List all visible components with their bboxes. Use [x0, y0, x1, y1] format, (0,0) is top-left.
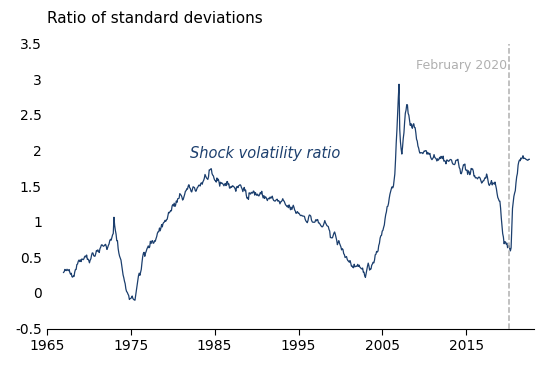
- Text: Shock volatility ratio: Shock volatility ratio: [190, 146, 340, 161]
- Text: Ratio of standard deviations: Ratio of standard deviations: [47, 11, 262, 26]
- Text: February 2020: February 2020: [415, 59, 507, 73]
